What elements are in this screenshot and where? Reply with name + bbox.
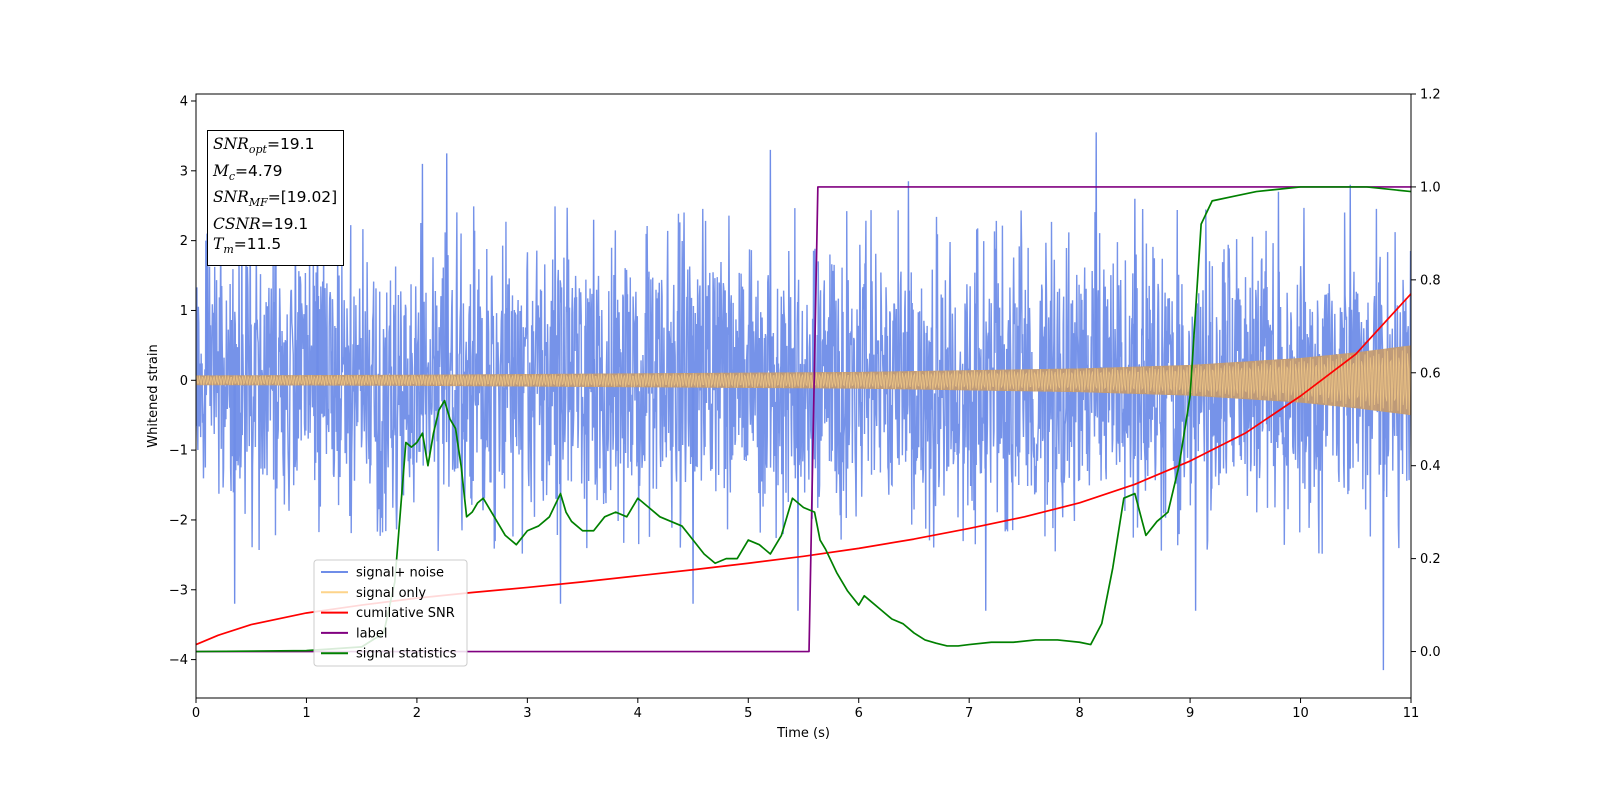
legend-label: cumilative SNR [356,606,455,621]
x-tick-label: 9 [1186,706,1194,721]
y-left-tick-label: −2 [169,513,188,528]
annotation-tm: Tm=11.5 [213,235,282,257]
y-left-tick-label: 0 [180,374,188,389]
annotation-mc: Mc=4.79 [213,161,283,183]
x-axis-label: Time (s) [776,726,830,741]
annotation-snr-mf: SNRMF=[19.02] [213,188,338,210]
x-tick-label: 6 [855,706,863,721]
x-tick-label: 4 [634,706,642,721]
axes: 0 1 2 3 4 5 6 7 8 9 10 11 −4 −3 −2 −1 0 1 2 3 4 0.0 0.2 0.4 0.6 0… [146,88,1441,742]
legend-label: signal statistics [356,647,457,662]
annotation-csnr: CSNR=19.1 [213,214,309,233]
x-tick-label: 1 [302,706,310,721]
series-signal-only-oscillation [196,346,1411,415]
csnr-value: =19.1 [260,214,309,233]
x-tick-label: 7 [965,706,973,721]
legend-label: label [356,626,387,641]
snr-opt-value: =19.1 [266,135,315,153]
x-tick-label: 2 [413,706,421,721]
y-left-tick-label: 3 [180,164,188,179]
x-tick-label: 8 [1075,706,1083,721]
snr-mf-value: =[19.02] [267,188,338,207]
series-signal-only [196,345,1411,416]
y-left-tick-label: 4 [180,94,188,109]
tm-value: =11.5 [233,235,282,254]
y-right-tick-label: 0.2 [1420,552,1441,567]
y-left-tick-label: 2 [180,234,188,249]
mc-value: =4.79 [235,161,283,180]
y-right-tick-label: 1.0 [1420,180,1441,195]
y-right-tick-label: 1.2 [1420,88,1441,103]
y-right-tick-label: 0.8 [1420,273,1441,288]
y-right-tick-label: 0.0 [1420,645,1441,660]
x-tick-label: 10 [1292,706,1309,721]
legend: signal+ noise signal only cumilative SNR la… [313,559,468,667]
series-signal-noise [196,206,1411,554]
legend-label: signal+ noise [356,566,444,581]
x-tick-label: 5 [744,706,752,721]
y-left-tick-label: −3 [169,583,188,598]
x-tick-label: 3 [523,706,531,721]
annotation-box: SNRopt=19.1 Mc=4.79 SNRMF=[19.02] CSNR=1… [207,130,345,266]
y-left-tick-label: 1 [180,304,188,319]
series-label [196,186,1411,653]
y-left-tick-label: −4 [169,653,188,668]
y-right-tick-label: 0.4 [1420,459,1441,474]
annotation-snr-opt: SNRopt=19.1 [213,135,315,157]
plot-frame [195,93,1412,699]
legend-box [313,559,468,667]
y-left-tick-label: −1 [169,444,188,459]
y-right-tick-label: 0.6 [1420,366,1441,381]
y-axis-label: Whitened strain [146,344,161,447]
x-tick-label: 0 [192,706,200,721]
x-tick-label: 11 [1403,706,1420,721]
legend-label: signal only [356,586,426,601]
series-signal-statistics [196,186,1411,653]
